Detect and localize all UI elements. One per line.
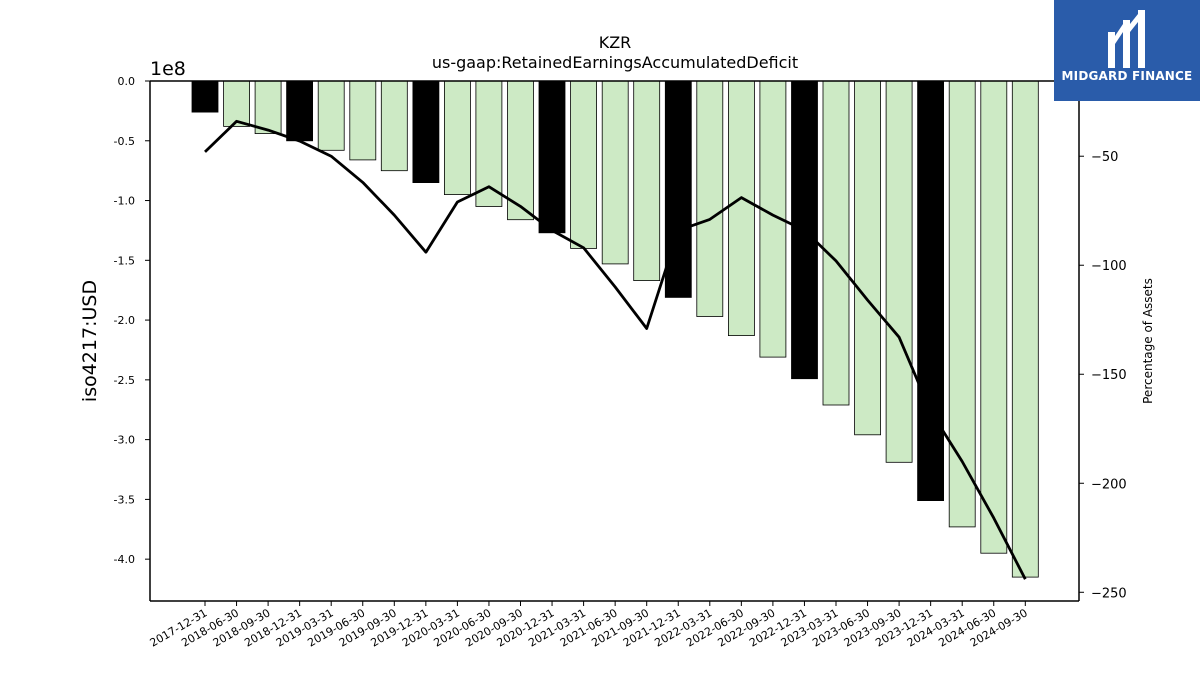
y2-tick-label: −100 — [1091, 259, 1127, 274]
bar — [412, 80, 440, 183]
bar — [191, 80, 219, 113]
y2-axis-label: Percentage of Assets — [1141, 278, 1155, 404]
y2-tick-label: −250 — [1091, 586, 1127, 601]
y-tick-label: -1.0 — [114, 195, 135, 208]
bar — [601, 80, 629, 265]
bar — [1011, 80, 1039, 578]
bar — [822, 80, 850, 406]
bar — [633, 80, 661, 282]
brand-name: MIDGARD FINANCE — [1061, 69, 1193, 83]
bar — [664, 80, 692, 298]
bar — [980, 80, 1008, 554]
y-tick-label: -4.0 — [114, 553, 135, 566]
percentage-line — [204, 119, 1027, 580]
bar — [854, 80, 881, 436]
bar — [885, 80, 913, 463]
bar — [349, 80, 377, 161]
bar — [443, 80, 471, 195]
bar — [317, 80, 345, 151]
bar — [286, 80, 314, 142]
y-tick-label: 0.0 — [118, 75, 136, 88]
y-tick-label: -3.0 — [114, 434, 135, 447]
bar — [254, 80, 282, 134]
y-tick-label: -1.5 — [114, 254, 135, 267]
midgard-m-logo-icon — [1108, 10, 1145, 68]
bar — [696, 80, 724, 317]
y-tick-label: -0.5 — [114, 135, 135, 148]
y2-tick-label: −200 — [1091, 477, 1127, 492]
bar — [223, 80, 251, 127]
chart-title: KZR — [599, 33, 632, 52]
chart-subtitle: us-gaap:RetainedEarningsAccumulatedDefic… — [432, 53, 798, 72]
bar — [570, 80, 597, 249]
y2-tick-label: −50 — [1091, 150, 1118, 165]
y-tick-label: -2.5 — [114, 374, 135, 387]
bar — [917, 80, 944, 502]
y-axis-label: iso4217:USD — [79, 280, 101, 402]
bar — [728, 80, 755, 337]
bar — [380, 80, 408, 172]
bar — [948, 80, 976, 528]
bar-series — [191, 80, 1039, 578]
bar — [538, 80, 566, 234]
y-tick-label: -3.5 — [114, 493, 135, 506]
brand-logo: MIDGARD FINANCE — [1054, 0, 1200, 101]
y-tick-label: -2.0 — [114, 314, 135, 327]
line-series — [204, 119, 1027, 580]
y2-tick-label: −150 — [1091, 368, 1127, 383]
bar — [507, 80, 534, 221]
y-offset-label: 1e8 — [150, 58, 186, 80]
